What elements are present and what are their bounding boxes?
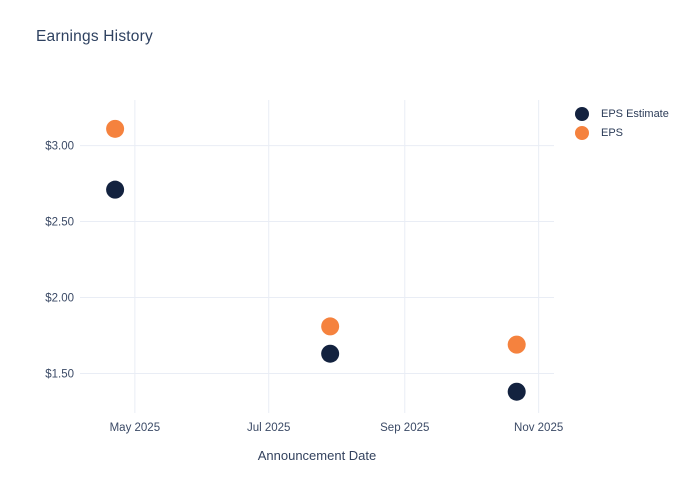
x-tick-label: Nov 2025 (514, 422, 563, 434)
x-tick-label: Sep 2025 (380, 422, 429, 434)
legend-item-eps[interactable]: EPS (575, 126, 669, 140)
y-tick-label: $2.00 (45, 293, 74, 305)
legend-item-label: EPS Estimate (601, 108, 669, 120)
point-eps[interactable] (507, 335, 526, 354)
legend-marker-icon (575, 107, 589, 121)
x-tick-label: May 2025 (110, 422, 161, 434)
legend-marker-icon (575, 126, 589, 140)
x-axis-title: Announcement Date (257, 448, 377, 463)
legend: EPS Estimate EPS (575, 107, 669, 140)
legend-item-eps-estimate[interactable]: EPS Estimate (575, 107, 669, 121)
y-tick-label: $1.50 (45, 368, 74, 380)
chart-title: Earnings History (36, 28, 153, 45)
y-tick-label: $3.00 (45, 141, 74, 153)
x-tick-label: Jul 2025 (247, 422, 290, 434)
point-eps[interactable] (321, 317, 340, 336)
legend-item-label: EPS (601, 127, 624, 139)
point-eps-estimate[interactable] (106, 180, 125, 199)
point-eps-estimate[interactable] (507, 382, 526, 401)
y-tick-label: $2.50 (45, 217, 74, 229)
point-eps[interactable] (106, 119, 125, 138)
point-eps-estimate[interactable] (321, 344, 340, 363)
